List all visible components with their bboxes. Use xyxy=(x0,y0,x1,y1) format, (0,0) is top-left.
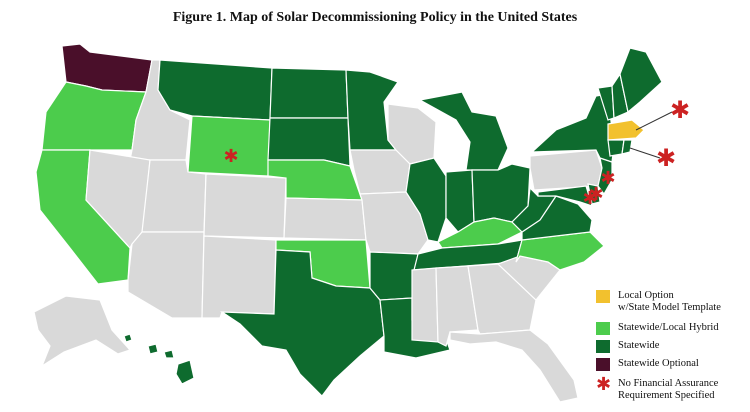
swatch-hybrid xyxy=(596,322,610,335)
states-layer xyxy=(33,43,663,403)
asterisk-layer: ✱✱✱✱✱✱ xyxy=(223,96,690,209)
asterisk-icon-ma: ✱ xyxy=(670,96,690,124)
legend-label-optional: Statewide Optional xyxy=(618,358,699,369)
state-MD xyxy=(537,185,593,207)
state-NM xyxy=(201,235,277,319)
state-KS xyxy=(283,197,367,241)
state-CO xyxy=(203,173,287,239)
state-AR xyxy=(369,251,419,301)
legend-label-hybrid: Statewide/Local Hybrid xyxy=(618,322,719,333)
pointer-line-ma xyxy=(635,111,673,131)
swatch-optional xyxy=(596,358,610,371)
legend-label-local-option: Local Option w/State Model Template xyxy=(618,290,721,313)
state-AZ xyxy=(127,231,205,319)
asterisk-icon-ri: ✱ xyxy=(656,144,676,172)
state-TX xyxy=(219,249,385,397)
asterisk-icon-nj: ✱ xyxy=(600,168,615,189)
asterisk-icon-de: ✱ xyxy=(588,184,603,205)
state-OR xyxy=(41,81,147,151)
state-DE xyxy=(587,183,601,205)
state-MS xyxy=(411,267,439,343)
state-SD xyxy=(267,117,351,167)
legend-label-no-financial-assurance: No Financial Assurance Requirement Speci… xyxy=(618,378,719,401)
swatch-statewide xyxy=(596,340,610,353)
asterisk-icon-md: ✱ xyxy=(582,188,597,209)
state-HI xyxy=(123,333,195,385)
legend-label-statewide: Statewide xyxy=(618,340,660,351)
legend-item-local-option: Local Option w/State Model Template xyxy=(596,290,721,314)
swatch-local-option xyxy=(596,290,610,303)
asterisk-icon-wy: ✱ xyxy=(223,146,238,167)
asterisk-icon: ✱ xyxy=(596,374,612,395)
pointer-line-ri xyxy=(629,147,661,159)
legend-item-optional: Statewide Optional xyxy=(596,358,699,371)
state-IA xyxy=(349,149,411,195)
state-MI xyxy=(418,91,509,171)
legend-item-hybrid: Statewide/Local Hybrid xyxy=(596,322,719,335)
legend-item-statewide: Statewide xyxy=(596,340,659,353)
figure-title: Figure 1. Map of Solar Decommissioning P… xyxy=(172,10,578,25)
legend-item-no-financial-assurance: ✱ No Financial Assurance Requirement Spe… xyxy=(596,374,719,402)
state-ME xyxy=(619,47,663,114)
state-IN xyxy=(445,169,475,233)
state-ND xyxy=(269,67,349,119)
state-FL xyxy=(449,329,579,403)
state-MT xyxy=(157,59,273,121)
state-RI xyxy=(621,139,633,155)
state-AK xyxy=(33,295,132,368)
state-MA xyxy=(607,119,645,141)
